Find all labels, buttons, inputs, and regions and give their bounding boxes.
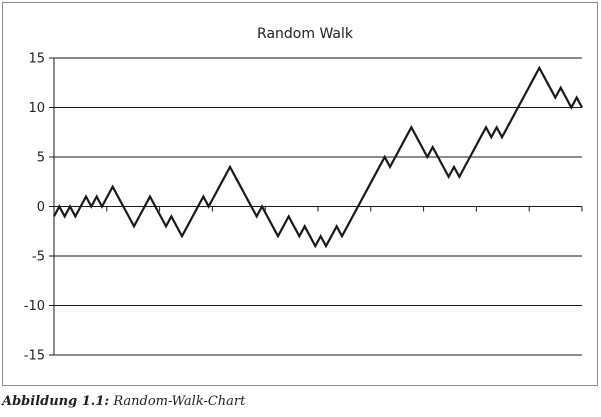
y-tick-label-2: -5: [32, 250, 45, 265]
y-tick-label-1: -10: [24, 299, 45, 314]
grid-layer: [54, 57, 582, 356]
caption-text: Random-Walk-Chart: [113, 394, 246, 409]
y-tick-label-5: 10: [28, 101, 45, 116]
axis-layer: -15 -10 -5 0 5 10 15: [24, 52, 583, 364]
random-walk-chart: Random Walk -15 -10 -5 0 5 10 15: [24, 26, 583, 364]
figure-caption: Abbildung 1.1: Random-Walk-Chart: [2, 394, 245, 409]
y-tick-label-0: -15: [24, 349, 45, 364]
caption-label: Abbildung 1.1:: [2, 394, 110, 409]
series-line-0: [53, 65, 583, 249]
y-tick-label-6: 15: [28, 52, 45, 67]
y-tick-label-3: 0: [37, 200, 45, 215]
y-tick-label-4: 5: [37, 151, 45, 166]
chart-frame: Random Walk -15 -10 -5 0 5 10 15: [2, 2, 598, 386]
series-layer: [53, 65, 583, 249]
chart-title: Random Walk: [257, 26, 354, 42]
